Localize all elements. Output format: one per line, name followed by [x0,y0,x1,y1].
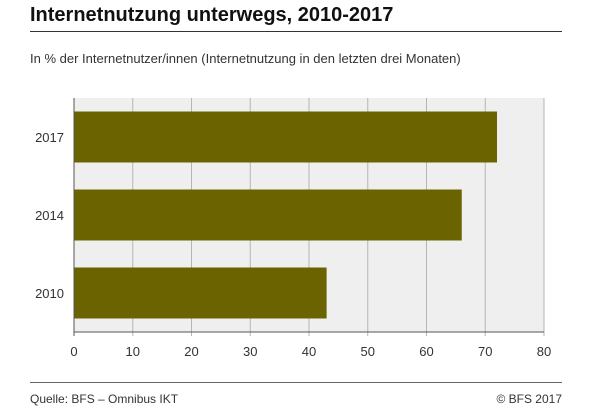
bar-chart: 0 10 20 30 40 50 60 70 80 2017 2014 2010 [35,98,551,359]
x-tick-label: 70 [478,344,492,359]
x-tick-label: 50 [361,344,375,359]
title-divider [30,31,562,32]
footer-divider [30,382,562,383]
chart-title: Internetnutzung unterwegs, 2010-2017 [30,4,394,26]
x-tick-label: 10 [126,344,140,359]
x-tick-label: 60 [419,344,433,359]
y-category-label: 2014 [35,208,64,223]
bar [74,111,497,163]
x-tick-label: 30 [243,344,257,359]
x-tick-label: 20 [184,344,198,359]
source-note: Quelle: BFS – Omnibus IKT [30,392,179,406]
bar [74,267,327,319]
x-tick-label: 0 [70,344,77,359]
chart-subtitle: In % der Internetnutzer/innen (Internetn… [30,51,461,66]
x-tick-label: 80 [537,344,551,359]
bar [74,189,462,241]
y-category-label: 2010 [35,286,64,301]
y-category-label: 2017 [35,130,64,145]
copyright-note: © BFS 2017 [496,392,562,406]
x-tick-label: 40 [302,344,316,359]
